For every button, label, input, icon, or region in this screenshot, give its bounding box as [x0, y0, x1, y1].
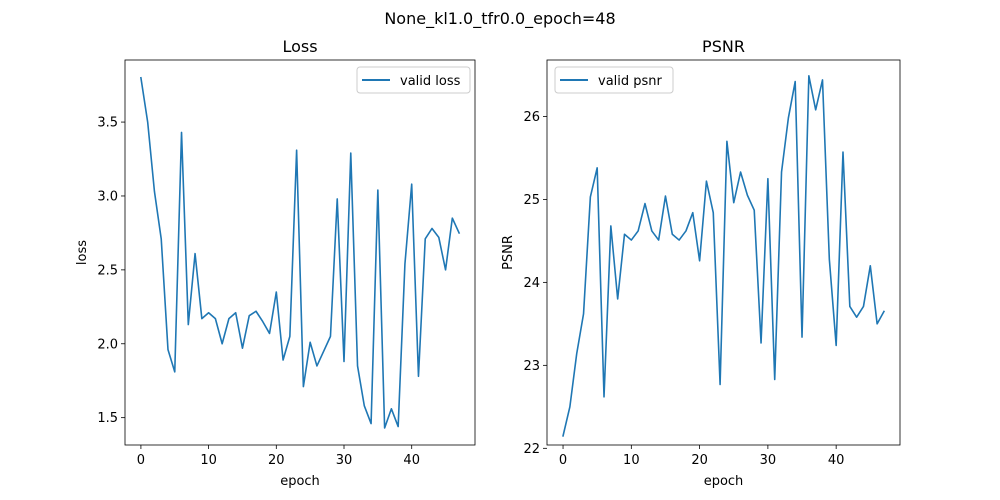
- psnr-x-ticks: 0 10 20 30 40: [559, 445, 845, 468]
- loss-y-axis-label: loss: [75, 240, 90, 265]
- loss-series: [139, 76, 461, 429]
- psnr-y-tick-label: 26: [523, 110, 540, 125]
- psnr-legend-label: valid psnr: [598, 74, 663, 89]
- psnr-x-tick-label: 40: [828, 453, 845, 468]
- psnr-x-axis-label: epoch: [704, 474, 744, 489]
- figure-suptitle: None_kl1.0_tfr0.0_epoch=48: [384, 9, 615, 29]
- psnr-x-tick-label: 30: [760, 453, 777, 468]
- psnr-y-ticks: 22 23 24 25 26: [523, 110, 547, 457]
- psnr-chart: PSNR epoch PSNR 0 10 20 30 40 22 23 24 25 26 val…: [501, 37, 901, 489]
- psnr-series-line-0: [562, 74, 886, 437]
- loss-x-tick-label: 40: [403, 453, 420, 468]
- psnr-x-tick-label: 10: [623, 453, 640, 468]
- psnr-y-axis-label: PSNR: [501, 235, 516, 270]
- loss-series-line-0: [139, 76, 461, 429]
- loss-y-tick-label: 3.5: [97, 116, 118, 131]
- loss-y-tick-label: 1.5: [97, 411, 118, 426]
- loss-y-tick-label: 3.0: [97, 189, 118, 204]
- loss-x-tick-label: 20: [268, 453, 285, 468]
- loss-y-tick-label: 2.5: [97, 263, 118, 278]
- loss-chart: Loss epoch loss 0 10 20 30 40 1.5 2.0 2.5 3.0 3.…: [75, 37, 476, 489]
- psnr-legend: valid psnr: [554, 66, 674, 94]
- loss-x-tick-label: 0: [137, 453, 145, 468]
- loss-legend-box: [356, 66, 471, 94]
- loss-legend: valid loss: [356, 66, 471, 94]
- psnr-chart-title: PSNR: [702, 37, 745, 56]
- loss-x-axis-label: epoch: [280, 474, 320, 489]
- psnr-plot-area: [546, 59, 901, 446]
- loss-x-ticks: 0 10 20 30 40: [137, 445, 420, 468]
- loss-chart-title: Loss: [282, 37, 317, 56]
- psnr-x-tick-label: 20: [691, 453, 708, 468]
- loss-plot-area: [124, 59, 476, 446]
- psnr-legend-box: [554, 66, 674, 94]
- psnr-y-tick-label: 23: [523, 359, 540, 374]
- loss-y-tick-label: 2.0: [97, 337, 118, 352]
- loss-y-ticks: 1.5 2.0 2.5 3.0 3.5: [97, 116, 125, 426]
- psnr-series: [562, 74, 886, 437]
- psnr-x-tick-label: 0: [559, 453, 567, 468]
- psnr-y-tick-label: 25: [523, 193, 540, 208]
- psnr-y-tick-label: 24: [523, 276, 540, 291]
- loss-x-tick-label: 30: [336, 453, 353, 468]
- loss-x-tick-label: 10: [200, 453, 217, 468]
- psnr-y-tick-label: 22: [523, 442, 540, 457]
- loss-legend-label: valid loss: [400, 74, 461, 89]
